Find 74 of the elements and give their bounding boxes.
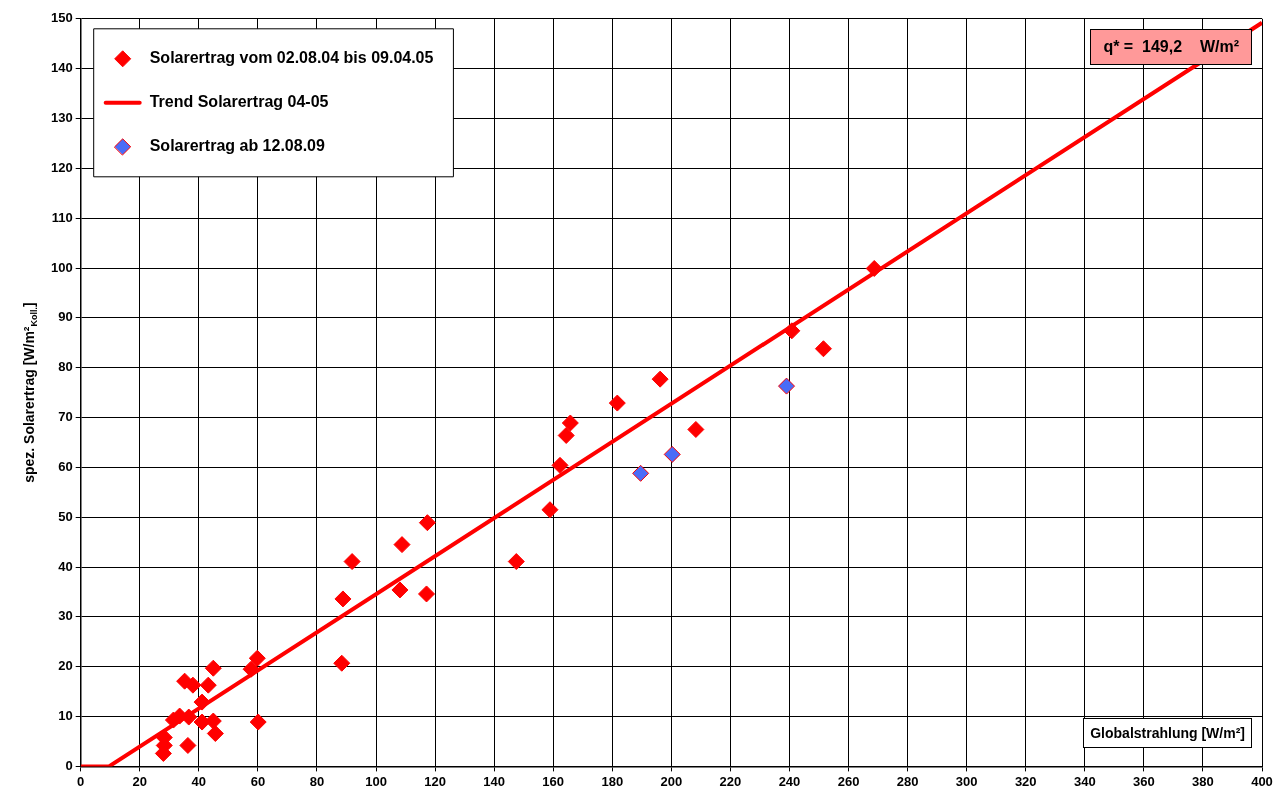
y-tick-label: 30 (58, 608, 73, 624)
x-tick-label: 220 (719, 773, 742, 789)
x-tick-label: 0 (77, 773, 85, 789)
y-tick-label: 60 (58, 458, 73, 474)
point (418, 514, 436, 532)
point (507, 553, 525, 571)
point (687, 420, 705, 438)
y-tick-label: 110 (51, 209, 73, 225)
point (206, 725, 224, 743)
x-tick-label: 60 (250, 773, 266, 789)
x-tick-label: 160 (542, 773, 565, 789)
point (557, 426, 575, 444)
x-tick-label: 20 (132, 773, 147, 789)
point (333, 654, 351, 672)
x-tick-label: 140 (483, 773, 505, 789)
point (418, 585, 436, 603)
y-tick-label: 70 (58, 409, 73, 425)
y-tick-label: 80 (58, 359, 73, 375)
legend-label: Solarertrag vom 02.08.04 bis 09.04.05 (149, 49, 434, 67)
point (242, 660, 260, 678)
point (184, 676, 202, 694)
point (865, 260, 883, 277)
y-tick-label: 100 (50, 259, 73, 275)
x-tick-label: 120 (424, 773, 446, 789)
x-tick-label: 80 (309, 773, 325, 789)
point (651, 370, 669, 388)
y-tick-label: 120 (50, 159, 73, 175)
point (783, 322, 801, 340)
x-tick-label: 200 (660, 773, 683, 789)
x-tick-label: 240 (778, 773, 801, 789)
point (551, 456, 569, 474)
y-tick-label: 130 (50, 110, 73, 126)
point (632, 464, 650, 482)
point (561, 414, 579, 432)
x-tick-label: 360 (1133, 773, 1155, 789)
point (663, 445, 681, 463)
legend-label: Solarertrag ab 12.08.09 (149, 137, 325, 155)
x-tick-label: 340 (1073, 773, 1096, 789)
y-tick-label: 0 (65, 757, 73, 773)
x-tick-label: 300 (955, 773, 978, 789)
point (541, 501, 559, 519)
point (391, 581, 409, 599)
y-axis-title: spez. Solarertrag [W/m²Koll.] (20, 302, 40, 483)
y-tick-label: 90 (58, 309, 73, 325)
point (193, 693, 211, 711)
x-tick-label: 100 (365, 773, 387, 789)
point (343, 553, 361, 571)
annotation: q* = 149,2 W/m² (1090, 28, 1252, 65)
point (334, 590, 352, 608)
point (199, 676, 217, 694)
x-axis-title: Globalstrahlung [W/m²] (1083, 718, 1252, 749)
point (193, 713, 211, 731)
y-tick-label: 20 (58, 658, 73, 674)
point (204, 659, 222, 677)
point (778, 377, 796, 395)
point (393, 536, 411, 554)
x-tick-label: 180 (601, 773, 624, 789)
y-tick-label: 140 (50, 60, 73, 76)
point (179, 736, 197, 754)
x-tick-label: 380 (1192, 773, 1214, 789)
x-tick-label: 40 (191, 773, 207, 789)
x-tick-label: 260 (837, 773, 860, 789)
y-tick-label: 50 (58, 508, 73, 524)
y-tick-label: 150 (50, 10, 73, 26)
point (249, 713, 267, 731)
point (608, 394, 626, 412)
x-tick-label: 320 (1014, 773, 1037, 789)
y-tick-label: 10 (58, 708, 73, 724)
point (248, 649, 266, 667)
point (814, 340, 832, 358)
x-tick-label: 280 (896, 773, 919, 789)
legend-label: Trend Solarertrag 04-05 (149, 93, 329, 111)
x-tick-label: 400 (1251, 773, 1273, 789)
y-tick-label: 40 (58, 558, 73, 574)
